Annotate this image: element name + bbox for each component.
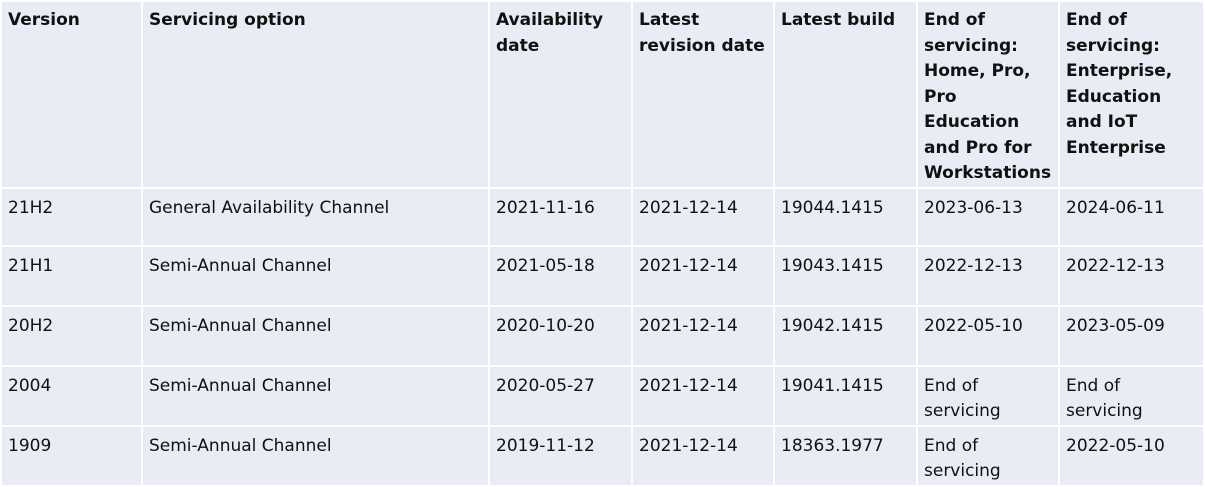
cell-servicing-option: Semi-Annual Channel <box>141 304 490 367</box>
column-header-availability-date: Availability date <box>488 0 633 189</box>
cell-end-of-servicing-enterprise: 2022-12-13 <box>1058 244 1205 307</box>
cell-availability-date: 2021-05-18 <box>488 244 633 307</box>
cell-end-of-servicing-enterprise: End of servicing <box>1058 364 1205 427</box>
column-header-servicing-option: Servicing option <box>141 0 490 189</box>
column-header-version: Version <box>0 0 143 189</box>
cell-availability-date: 2020-10-20 <box>488 304 633 367</box>
cell-latest-revision-date: 2021-12-14 <box>631 244 775 307</box>
cell-latest-build: 18363.1977 <box>773 424 918 487</box>
cell-end-of-servicing-home-pro: End of servicing <box>916 424 1060 487</box>
cell-end-of-servicing-enterprise: 2022-05-10 <box>1058 424 1205 487</box>
cell-latest-revision-date: 2021-12-14 <box>631 364 775 427</box>
cell-latest-build: 19042.1415 <box>773 304 918 367</box>
table-row: 21H1 Semi-Annual Channel 2021-05-18 2021… <box>0 244 1205 307</box>
cell-version: 2004 <box>0 364 143 427</box>
table-row: 21H2 General Availability Channel 2021-1… <box>0 186 1205 247</box>
column-header-end-of-servicing-enterprise: End of servicing: Enterprise, Education … <box>1058 0 1205 189</box>
cell-end-of-servicing-home-pro: End of servicing <box>916 364 1060 427</box>
cell-end-of-servicing-home-pro: 2022-05-10 <box>916 304 1060 367</box>
cell-servicing-option: Semi-Annual Channel <box>141 364 490 427</box>
column-header-end-of-servicing-home-pro: End of servicing: Home, Pro, Pro Educati… <box>916 0 1060 189</box>
table-row: 2004 Semi-Annual Channel 2020-05-27 2021… <box>0 364 1205 427</box>
cell-availability-date: 2019-11-12 <box>488 424 633 487</box>
cell-end-of-servicing-home-pro: 2022-12-13 <box>916 244 1060 307</box>
header-row: Version Servicing option Availability da… <box>0 0 1205 189</box>
cell-end-of-servicing-enterprise: 2024-06-11 <box>1058 186 1205 247</box>
cell-servicing-option: Semi-Annual Channel <box>141 424 490 487</box>
cell-version: 21H1 <box>0 244 143 307</box>
cell-latest-build: 19043.1415 <box>773 244 918 307</box>
cell-latest-revision-date: 2021-12-14 <box>631 424 775 487</box>
cell-servicing-option: Semi-Annual Channel <box>141 244 490 307</box>
cell-version: 1909 <box>0 424 143 487</box>
column-header-latest-revision-date: Latest revision date <box>631 0 775 189</box>
cell-latest-build: 19044.1415 <box>773 186 918 247</box>
cell-end-of-servicing-enterprise: 2023-05-09 <box>1058 304 1205 367</box>
cell-latest-revision-date: 2021-12-14 <box>631 186 775 247</box>
cell-availability-date: 2021-11-16 <box>488 186 633 247</box>
cell-end-of-servicing-home-pro: 2023-06-13 <box>916 186 1060 247</box>
cell-availability-date: 2020-05-27 <box>488 364 633 427</box>
table-row: 1909 Semi-Annual Channel 2019-11-12 2021… <box>0 424 1205 487</box>
column-header-latest-build: Latest build <box>773 0 918 189</box>
cell-version: 20H2 <box>0 304 143 367</box>
cell-version: 21H2 <box>0 186 143 247</box>
cell-latest-build: 19041.1415 <box>773 364 918 427</box>
table-row: 20H2 Semi-Annual Channel 2020-10-20 2021… <box>0 304 1205 367</box>
cell-servicing-option: General Availability Channel <box>141 186 490 247</box>
cell-latest-revision-date: 2021-12-14 <box>631 304 775 367</box>
